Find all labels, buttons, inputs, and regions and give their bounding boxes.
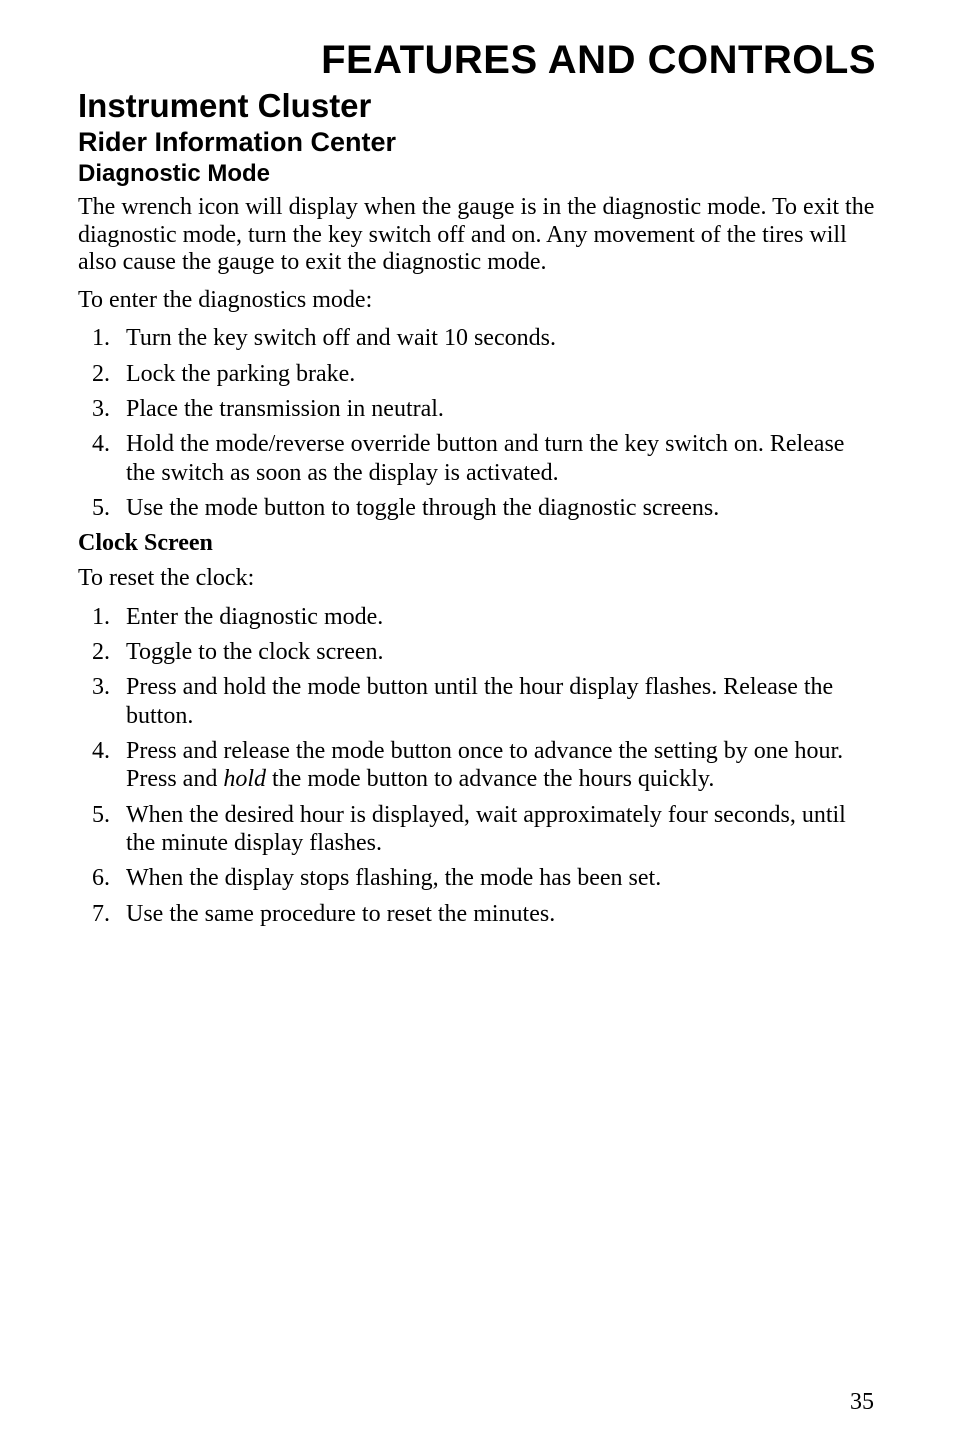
- list-item: Press and hold the mode button until the…: [116, 673, 876, 730]
- page-container: FEATURES AND CONTROLS Instrument Cluster…: [0, 0, 954, 1454]
- clock-screen-heading: Clock Screen: [78, 530, 876, 557]
- chapter-title: FEATURES AND CONTROLS: [78, 38, 876, 83]
- list-item: Turn the key switch off and wait 10 seco…: [116, 324, 876, 352]
- enter-mode-lead: To enter the diagnostics mode:: [78, 287, 876, 315]
- step4-part-b: the mode button to advance the hours qui…: [266, 766, 714, 792]
- section-title: Instrument Cluster: [78, 87, 876, 125]
- page-number: 35: [850, 1389, 874, 1416]
- clock-reset-steps-list: Enter the diagnostic mode. Toggle to the…: [78, 603, 876, 928]
- topic-title: Diagnostic Mode: [78, 160, 876, 188]
- list-item: Lock the parking brake.: [116, 360, 876, 388]
- enter-mode-steps-list: Turn the key switch off and wait 10 seco…: [78, 324, 876, 522]
- list-item: Use the mode button to toggle through th…: [116, 494, 876, 522]
- list-item: Enter the diagnostic mode.: [116, 603, 876, 631]
- list-item: When the desired hour is displayed, wait…: [116, 801, 876, 858]
- list-item: Use the same procedure to reset the minu…: [116, 900, 876, 928]
- list-item: Toggle to the clock screen.: [116, 638, 876, 666]
- list-item: Press and release the mode button once t…: [116, 737, 876, 794]
- list-item: Place the transmission in neutral.: [116, 395, 876, 423]
- step4-italic-word: hold: [223, 766, 266, 792]
- intro-paragraph: The wrench icon will display when the ga…: [78, 194, 876, 277]
- clock-reset-lead: To reset the clock:: [78, 565, 876, 593]
- list-item: Hold the mode/reverse override button an…: [116, 430, 876, 487]
- subsection-title: Rider Information Center: [78, 127, 876, 158]
- list-item: When the display stops flashing, the mod…: [116, 864, 876, 892]
